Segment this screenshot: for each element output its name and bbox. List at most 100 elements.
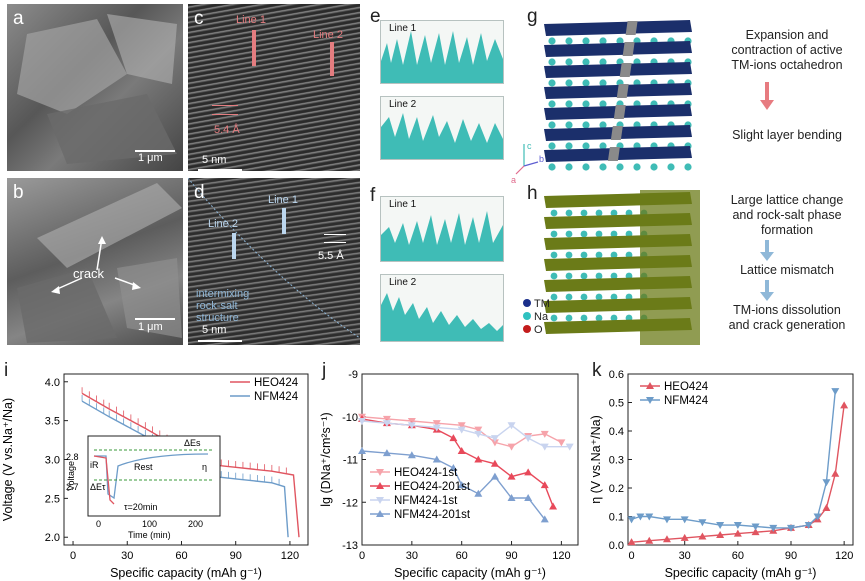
legend-marker [376,469,384,476]
spacing-marker [324,242,346,243]
data-point [565,443,574,451]
octahedron [607,147,620,161]
panel-label-c: c [194,8,204,29]
octahedron [613,105,626,119]
x-tick-label: 60 [732,550,744,562]
na-ion [610,272,618,280]
down-arrow-icon [760,280,774,301]
legend-label: HEO424 [664,381,709,393]
y-tick-label: -11 [343,455,358,467]
na-ion [565,142,573,150]
flow-text-dissolution: TM-ions dissolution and crack generation [728,303,846,332]
data-point [507,472,516,480]
legend-item-na: Na [523,311,548,323]
flow-text-lattice-change: Large lattice change and rock-salt phase… [730,193,844,237]
na-ion [582,121,590,129]
data-point [358,446,366,454]
line-2-marker [330,42,334,76]
data-point [627,516,636,524]
legend-marker [376,482,384,489]
line-1-marker [252,30,256,66]
inset-eta-label: η [202,462,207,472]
data-point [698,532,707,540]
data-point [490,435,499,443]
na-ion [582,37,590,45]
spacing-label: 5.5 Å [318,250,344,262]
inset-curve [94,453,209,500]
na-ion [595,314,603,322]
y-tick-label: -10 [342,412,358,424]
data-point [804,522,813,530]
legend-label: NFM424 [254,391,299,403]
intensity-profile [381,31,503,83]
data-point [540,515,549,523]
panel-label-b: b [13,182,24,203]
x-tick-label: 90 [785,550,797,562]
data-point [680,516,689,524]
inset-det-label: ΔEτ [90,482,106,492]
sem-texture-b [17,183,182,343]
x-tick-label: 120 [552,550,570,562]
data-point [524,468,533,476]
inset-ylabel: Voltage [66,461,76,491]
data-point [457,422,466,430]
data-point [822,503,831,511]
y-tick-label: 3.5 [45,416,60,428]
inset-xtick: 100 [142,519,157,529]
legend-marker [376,497,384,504]
flow-text-bending: Slight layer bending [732,128,842,142]
series-line [631,391,836,529]
na-ion [550,230,558,238]
spacing-marker [212,105,238,106]
x-axis-label: Specific capacity (mAh g⁻¹) [394,566,546,580]
data-point [457,446,466,454]
line-2-label: Line 2 [208,218,238,230]
stem-image-d: d Line 2 Line 1 5.5 Å intermixing rock-s… [188,178,360,345]
tm-layer [544,41,692,57]
na-ion [565,272,573,280]
x-tick-label: 30 [679,550,691,562]
inset-xtick: 200 [188,519,203,529]
data-point [474,455,483,463]
inset-ir-label: iR [90,460,99,470]
scale-label: 5 nm [202,324,227,336]
na-ion [580,314,588,322]
na-ion [610,293,618,301]
data-point [407,422,416,430]
legend-h: TM Na O [523,296,583,338]
axis-c-label: c [527,141,532,151]
y-tick-label: 0.2 [609,483,624,495]
data-point [474,489,483,497]
na-ion [616,37,624,45]
inset-curve [93,455,115,505]
na-ion [610,251,618,259]
data-point [382,420,391,428]
chart-overpotential: 0 30 60 90 120 0.0 0.1 0.2 0.3 0.4 0.5 0.6 Specific … [589,369,854,580]
legend-label: NFM424 [664,395,709,407]
legend-label: TM [534,298,550,310]
na-ion [548,142,556,150]
down-arrow-icon [760,240,774,261]
data-point [540,481,549,489]
profile-e-line2: Line 2 [380,96,504,160]
legend-label: HEO424-1st [394,467,458,479]
y-tick-label: 2.5 [45,493,60,505]
interlayer [546,313,636,322]
na-ion [582,58,590,66]
y-axis-label: lg (DNa⁺/cm²s⁻¹) [319,412,333,506]
x-tick-label: 0 [70,550,76,562]
data-point [831,469,840,477]
lattice-diagram-h [544,190,700,345]
data-point [662,516,671,524]
panel-label-g: g [527,6,538,27]
data-point [733,522,742,530]
scale-label: 5 nm [202,154,227,166]
na-ion [582,79,590,87]
na-ion [599,58,607,66]
data-point [474,430,483,438]
data-point [751,528,760,536]
legend-label: O [534,324,543,336]
data-point [645,513,654,521]
intensity-profile [381,293,503,341]
inset-des-label: ΔEs [184,438,201,448]
